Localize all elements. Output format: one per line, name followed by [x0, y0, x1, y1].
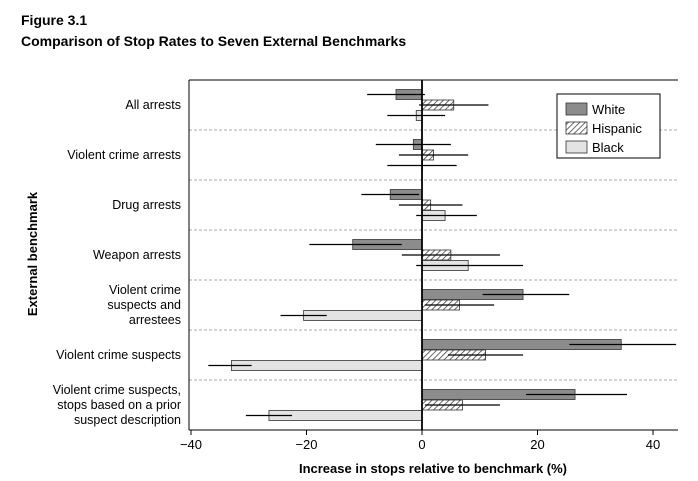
- x-axis-label: Increase in stops relative to benchmark …: [299, 461, 567, 476]
- category-label: All arrests: [125, 98, 181, 112]
- legend-label-black: Black: [592, 140, 624, 155]
- axes-layer: −40 −20 0 20 40 Increase in stops relative to…: [25, 79, 678, 476]
- legend-swatch-white: [565, 102, 588, 116]
- x-tick-label: −20: [295, 437, 317, 452]
- y-axis-label: External benchmark: [25, 191, 40, 316]
- legend-label-hispanic: Hispanic: [592, 121, 642, 136]
- category-label: Violent crime suspects, stops based on a …: [53, 383, 181, 427]
- error-bars-layer: [208, 93, 677, 417]
- x-tick-label: −40: [180, 437, 202, 452]
- category-label: Violent crime suspects and arrestees: [107, 283, 181, 327]
- legend-swatch-hispanic: [565, 121, 588, 135]
- figure-title: Comparison of Stop Rates to Seven Extern…: [21, 33, 407, 49]
- legend: White Hispanic Black: [556, 93, 661, 159]
- x-tick-label: 0: [418, 437, 425, 452]
- legend-swatch-black: [565, 140, 588, 154]
- category-labels: All arrests Violent crime arrests Drug arr…: [53, 98, 181, 427]
- x-tick-label: 20: [530, 437, 544, 452]
- x-tick-label: 40: [646, 437, 660, 452]
- category-label: Weapon arrests: [93, 248, 181, 262]
- category-label: Drug arrests: [112, 198, 181, 212]
- category-label: Violent crime arrests: [67, 148, 181, 162]
- bar-black: [231, 360, 423, 371]
- legend-label-white: White: [592, 102, 625, 117]
- figure-label: Figure 3.1: [21, 12, 88, 28]
- category-label: Violent crime suspects: [56, 348, 181, 362]
